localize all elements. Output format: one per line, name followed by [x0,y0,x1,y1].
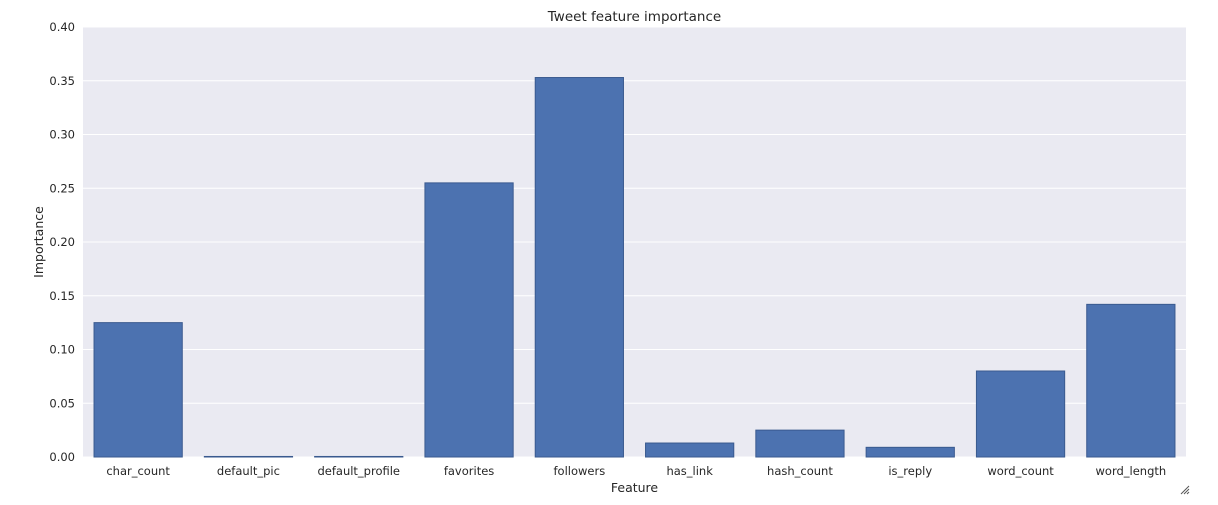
y-tick-label: 0.35 [49,74,75,88]
bar-word-length [1086,303,1176,458]
x-tick-label: hash_count [767,464,833,478]
y-tick-label: 0.20 [49,235,75,249]
x-tick-label: word_length [1096,464,1167,478]
y-axis-label: Importance [31,206,46,278]
x-axis-label: Feature [611,480,659,495]
bar-char-count [93,322,183,458]
x-tick-label: word_count [987,464,1054,478]
y-tick-label: 0.40 [49,20,75,34]
bar-favorites [424,182,514,458]
x-tick-label: followers [553,464,605,478]
y-tick-label: 0.10 [49,343,75,357]
chart-title: Tweet feature importance [547,9,721,25]
x-tick-label: has_link [666,464,713,478]
x-tick-label: default_profile [317,464,400,478]
bar-has-link [645,442,735,458]
x-tick-labels: char_count default_pic default_profile favo… [106,464,1166,478]
bar-default-profile [314,455,404,458]
bar-word-count [975,370,1066,458]
resize-grip-icon[interactable] [1180,485,1190,495]
y-tick-labels: 0.00 0.05 0.10 0.15 0.20 0.25 0.30 0.35 0.40 [49,20,75,464]
bar-followers [534,77,624,458]
bar-default-pic [203,455,294,458]
x-tick-label: is_reply [888,464,932,478]
y-tick-label: 0.05 [49,396,75,410]
x-tick-label: char_count [106,464,170,478]
x-tick-label: favorites [444,464,494,478]
bar-is-reply [865,446,955,458]
y-tick-label: 0.15 [49,289,75,303]
bar-hash-count [755,429,845,458]
y-tick-label: 0.30 [49,128,75,142]
bars [93,77,1176,458]
y-tick-label: 0.25 [49,181,75,195]
x-tick-label: default_pic [217,464,280,478]
y-tick-label: 0.00 [49,450,75,464]
